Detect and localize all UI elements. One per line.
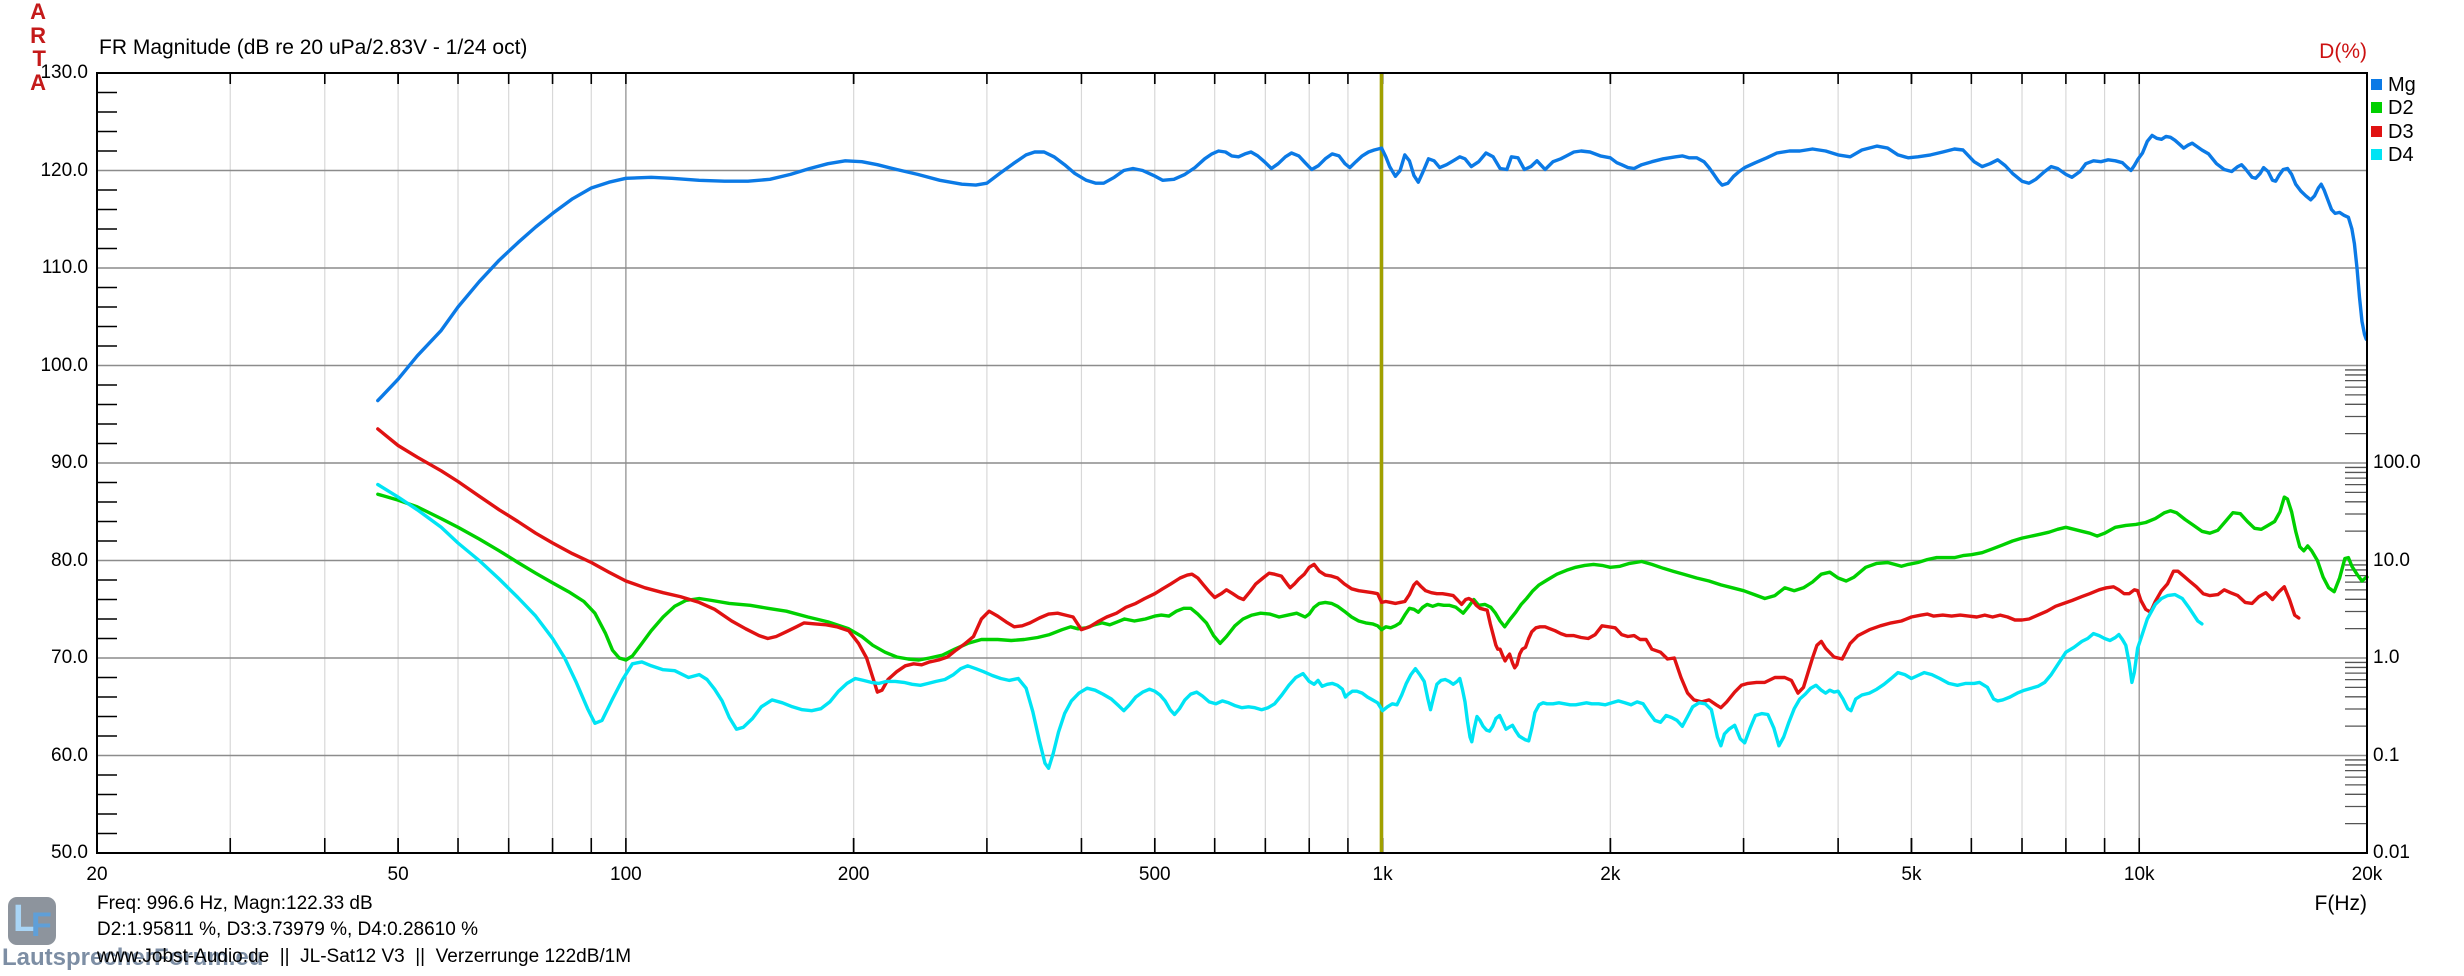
legend-label: D2 — [2388, 97, 2414, 119]
mg-color-swatch — [2371, 79, 2382, 90]
cursor-readout-distortion: D2:1.95811 %, D3:3.73979 %, D4:0.28610 % — [97, 919, 478, 940]
legend-label: Mg — [2388, 74, 2416, 96]
logo-letter-l: L — [13, 898, 37, 940]
arta-letter: T — [32, 46, 46, 71]
y-axis-label-80.0: 80.0 — [51, 549, 88, 571]
x-axis-label-20k: 20k — [2351, 864, 2383, 885]
arta-letter: R — [30, 22, 46, 48]
right-axis-label-10.0: 10.0 — [2373, 549, 2410, 571]
x-axis-label-10k: 10k — [2123, 864, 2155, 885]
cursor-readout-frequency-magnitude: Freq: 996.6 Hz, Magn:122.33 dB — [97, 893, 373, 914]
y-axis-label-110.0: 110.0 — [41, 257, 88, 278]
right-axis-label-0.01: 0.01 — [2373, 842, 2410, 863]
x-axis-label-20: 20 — [86, 864, 108, 885]
x-axis-label-200: 200 — [837, 864, 870, 885]
right-axis-label-1.0: 1.0 — [2373, 647, 2400, 668]
x-axis-label-50: 50 — [387, 864, 409, 885]
arta-letter: A — [30, 69, 46, 95]
x-axis-unit-label: F(Hz) — [2314, 892, 2367, 915]
x-axis-label-100: 100 — [610, 864, 642, 885]
legend-label: D4 — [2388, 144, 2414, 166]
curve-mg — [376, 133, 2368, 403]
arta-letter: A — [30, 0, 46, 24]
curve-d4 — [376, 482, 2204, 770]
right-axis-title: D(%) — [2319, 40, 2367, 63]
lautsprecherforum-logo: L F — [8, 897, 56, 945]
right-axis-label-0.1: 0.1 — [2373, 744, 2400, 766]
y-axis-label-60.0: 60.0 — [51, 744, 88, 766]
curve-d3 — [376, 427, 2301, 710]
x-axis-label-500: 500 — [1138, 864, 1171, 885]
right-axis-label-100.0: 100.0 — [2373, 452, 2421, 473]
x-axis-label-1k: 1k — [1372, 864, 1393, 885]
y-axis-label-70.0: 70.0 — [51, 647, 88, 668]
watermark-text: LautsprecherForum.eu — [2, 944, 264, 971]
y-axis-label-130.0: 130.0 — [40, 62, 88, 83]
y-axis-label-120.0: 120.0 — [40, 159, 88, 181]
curve-d2 — [376, 492, 2369, 662]
y-axis-label-50.0: 50.0 — [51, 842, 88, 863]
logo-letter-f: F — [31, 906, 52, 944]
x-axis-label-5k: 5k — [1901, 864, 1922, 885]
d4-color-swatch — [2371, 149, 2382, 160]
d3-color-swatch — [2371, 126, 2382, 137]
y-axis-label-100.0: 100.0 — [40, 354, 88, 376]
legend-label: D3 — [2388, 121, 2414, 143]
y-axis-label-90.0: 90.0 — [51, 452, 88, 473]
measurement-info-line: www.Jobst-Audio.de || JL-Sat12 V3 || Ver… — [97, 946, 632, 967]
d2-color-swatch — [2371, 102, 2382, 113]
page-title: FR Magnitude (dB re 20 uPa/2.83V - 1/24 … — [99, 36, 528, 59]
arta-vertical-logo: A R T A — [0, 0, 46, 94]
plot-border — [96, 72, 2368, 854]
x-axis-label-2k: 2k — [1600, 864, 1621, 885]
